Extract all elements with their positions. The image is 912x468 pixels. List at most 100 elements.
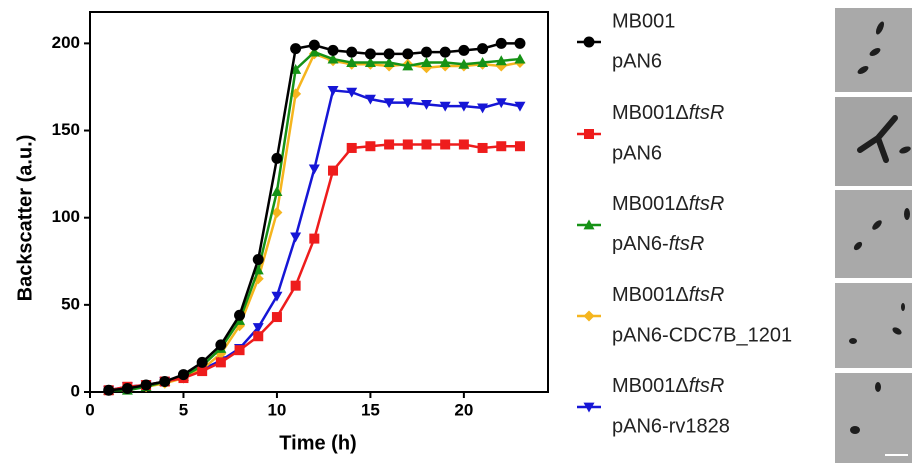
data-point [215, 339, 227, 351]
data-point [458, 139, 469, 150]
data-point [252, 323, 264, 334]
data-point [458, 44, 470, 56]
x-tick-label: 10 [267, 400, 286, 419]
data-point [365, 141, 376, 152]
data-point [177, 369, 189, 381]
legend-marker [583, 36, 595, 48]
data-point [458, 58, 470, 69]
data-point [364, 48, 376, 60]
legend-marker [583, 219, 595, 230]
data-point [252, 264, 264, 275]
data-point [346, 142, 357, 153]
legend-label: MB001ΔftsR [612, 284, 724, 306]
y-axis-title: Backscatter (a.u.) [14, 135, 36, 302]
data-point [439, 46, 451, 58]
x-tick-label: 0 [85, 400, 94, 419]
data-point [271, 152, 283, 164]
data-point [197, 366, 208, 377]
data-point [103, 384, 115, 396]
data-point [327, 53, 339, 64]
plot-frame [89, 11, 549, 393]
x-axis-title: Time (h) [279, 432, 356, 454]
data-point [402, 60, 414, 71]
data-point [271, 291, 283, 302]
micrograph [835, 373, 912, 463]
data-point [477, 43, 489, 55]
data-point [215, 357, 226, 368]
data-point [346, 46, 358, 58]
data-point [477, 103, 489, 114]
data-point [309, 233, 320, 244]
legend-marker [583, 402, 595, 413]
data-point [234, 309, 246, 321]
data-point [440, 139, 451, 150]
micrograph [835, 283, 912, 368]
data-point [495, 98, 507, 109]
data-point [328, 165, 339, 176]
data-point [196, 356, 208, 368]
data-point [439, 101, 451, 112]
data-point [439, 57, 451, 67]
data-point [477, 57, 489, 67]
data-point [496, 141, 507, 152]
data-point [420, 57, 432, 67]
data-point [364, 57, 376, 67]
data-point [271, 312, 282, 323]
y-tick-label: 150 [52, 120, 80, 139]
x-tick-label: 5 [179, 400, 188, 419]
data-point [420, 46, 432, 58]
data-point [290, 280, 301, 291]
data-point [308, 39, 320, 51]
legend-label: MB001 [612, 10, 675, 32]
legend-marker [583, 310, 595, 322]
legend-label: pAN6 [612, 50, 662, 72]
data-point [364, 94, 376, 105]
data-point [477, 142, 488, 153]
y-tick-label: 50 [61, 294, 80, 313]
data-point [290, 232, 302, 243]
data-point [402, 48, 414, 60]
legend-label: pAN6 [612, 142, 662, 164]
data-point [514, 37, 526, 49]
data-point [495, 37, 507, 49]
legend-label: MB001ΔftsR [612, 375, 724, 397]
data-point [495, 55, 507, 66]
y-tick-label: 200 [52, 33, 80, 52]
micrographs [835, 8, 912, 463]
cells [849, 21, 911, 434]
data-point [420, 99, 432, 110]
data-point [327, 44, 339, 56]
data-point [421, 139, 432, 150]
data-point [514, 141, 525, 152]
data-point [271, 206, 283, 218]
data-point [159, 376, 171, 388]
data-point [383, 48, 395, 60]
data-point [383, 57, 395, 67]
legend-marker [584, 129, 594, 139]
data-point [252, 254, 264, 266]
data-point [383, 98, 395, 109]
x-tick-label: 15 [361, 400, 380, 419]
data-point [514, 53, 526, 64]
data-point [290, 43, 302, 55]
data-point [271, 186, 283, 196]
legend-label: MB001ΔftsR [612, 102, 724, 124]
y-tick-label: 100 [52, 207, 80, 226]
legend-label: pAN6-CDC7B_1201 [612, 324, 792, 346]
data-point [402, 98, 414, 109]
legend-label: MB001ΔftsR [612, 193, 724, 215]
data-point [140, 379, 152, 391]
data-point [346, 57, 358, 67]
data-point [121, 383, 133, 395]
data-point [384, 139, 395, 150]
micrograph [835, 190, 912, 278]
data-point [346, 87, 358, 98]
data-point [458, 101, 470, 112]
legend-label: pAN6-rv1828 [612, 415, 730, 437]
data-point [253, 331, 264, 342]
data-point [308, 164, 320, 175]
x-tick-label: 20 [454, 400, 473, 419]
data-point [514, 101, 526, 112]
